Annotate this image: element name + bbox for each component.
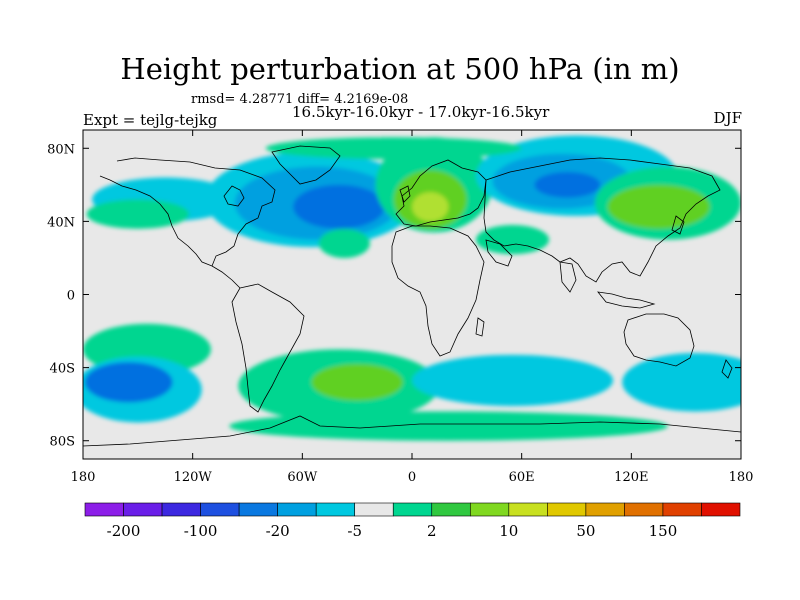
lon-tick-label-1: 120W bbox=[174, 470, 213, 485]
colorbar-swatch-8 bbox=[392, 502, 433, 517]
contour-fill-layer bbox=[83, 135, 741, 441]
colorbar-swatch-13 bbox=[585, 502, 625, 517]
colorbar-swatch-12 bbox=[547, 502, 587, 517]
coastline-madagascar bbox=[475, 317, 485, 337]
experiment-label: Expt = tejlg-tejkg bbox=[83, 111, 218, 129]
contour-region-15 bbox=[265, 137, 522, 160]
colorbar-swatch-1 bbox=[123, 502, 163, 517]
lon-tick-label-0: 180 bbox=[71, 470, 96, 485]
contour-region-23 bbox=[229, 411, 668, 441]
coastline-hudson-bay bbox=[223, 185, 245, 207]
coastline-arabia bbox=[485, 239, 513, 267]
season-label: DJF bbox=[713, 109, 742, 127]
contour-region-20 bbox=[311, 363, 403, 401]
colorbar-label-6: 50 bbox=[576, 522, 595, 540]
colorbar-label-4: 2 bbox=[427, 522, 437, 540]
lat-tick-label-0: 80N bbox=[47, 142, 75, 157]
contour-region-4 bbox=[293, 184, 385, 229]
colorbar-swatch-7 bbox=[354, 502, 394, 517]
contour-region-14 bbox=[475, 225, 550, 255]
coastline-australia bbox=[623, 313, 695, 367]
colorbar-swatch-5 bbox=[277, 502, 317, 517]
colorbar-swatch-15 bbox=[662, 502, 702, 517]
lon-tick-label-4: 60E bbox=[509, 470, 535, 485]
lat-tick-label-1: 40N bbox=[47, 215, 75, 230]
coastline-antarctica bbox=[83, 415, 741, 447]
colorbar-label-7: 150 bbox=[649, 522, 678, 540]
contour-region-22 bbox=[622, 352, 741, 412]
longitude-axis: 180 120W 60W 0 60E 120E 180 bbox=[71, 130, 754, 485]
coastline-asia bbox=[483, 157, 721, 283]
coastline-indonesia bbox=[597, 291, 656, 309]
coastline-north-america bbox=[99, 157, 276, 267]
colorbar-swatch-4 bbox=[238, 502, 278, 517]
lat-tick-label-2: 0 bbox=[67, 289, 75, 304]
colorbar-swatch-9 bbox=[431, 502, 471, 517]
lat-tick-label-3: 40S bbox=[50, 362, 75, 377]
contour-region-21 bbox=[412, 354, 614, 406]
coastline-layer bbox=[83, 145, 741, 447]
colorbar-swatch-3 bbox=[200, 502, 240, 517]
colorbar: -200 -100 -20 -5 2 10 50 150 bbox=[84, 502, 741, 540]
contour-region-5 bbox=[318, 228, 370, 258]
contour-region-11 bbox=[534, 172, 601, 198]
stats-label: rmsd= 4.28771 diff= 4.2169e-08 bbox=[191, 92, 409, 107]
contour-region-1 bbox=[86, 199, 190, 229]
coastline-africa bbox=[391, 225, 485, 357]
period-label: 16.5kyr-16.0kyr - 17.0kyr-16.5kyr bbox=[292, 103, 550, 121]
colorbar-label-3: -5 bbox=[347, 522, 362, 540]
coastline-new-zealand bbox=[721, 359, 733, 379]
colorbar-swatch-2 bbox=[161, 502, 201, 517]
coastline-central-america bbox=[211, 265, 241, 289]
colorbar-swatch-14 bbox=[624, 502, 664, 517]
coastline-uk bbox=[399, 185, 411, 203]
coastline-south-america bbox=[231, 283, 305, 413]
contour-region-13 bbox=[607, 184, 710, 229]
lon-tick-label-5: 120E bbox=[614, 470, 648, 485]
contour-region-8 bbox=[412, 192, 449, 222]
lon-tick-label-6: 180 bbox=[729, 470, 754, 485]
coastline-japan bbox=[671, 215, 685, 235]
latitude-axis: 80N 40N 0 40S 80S bbox=[47, 142, 741, 450]
lon-tick-label-3: 0 bbox=[408, 470, 416, 485]
colorbar-label-0: -200 bbox=[107, 522, 141, 540]
colorbar-swatch-16 bbox=[701, 502, 741, 517]
colorbar-label-2: -20 bbox=[266, 522, 290, 540]
coastline-india bbox=[559, 261, 577, 293]
coastline-greenland bbox=[271, 145, 341, 185]
colorbar-label-1: -100 bbox=[184, 522, 218, 540]
colorbar-label-5: 10 bbox=[499, 522, 518, 540]
plot-title: Height perturbation at 500 hPa (in m) bbox=[120, 52, 680, 86]
contour-region-18 bbox=[84, 362, 173, 403]
lat-tick-label-4: 80S bbox=[50, 435, 75, 450]
colorbar-swatch-11 bbox=[508, 502, 548, 517]
colorbar-swatch-10 bbox=[469, 502, 510, 517]
lon-tick-label-2: 60W bbox=[287, 470, 318, 485]
colorbar-swatch-0 bbox=[84, 502, 124, 517]
colorbar-swatch-6 bbox=[315, 502, 356, 517]
